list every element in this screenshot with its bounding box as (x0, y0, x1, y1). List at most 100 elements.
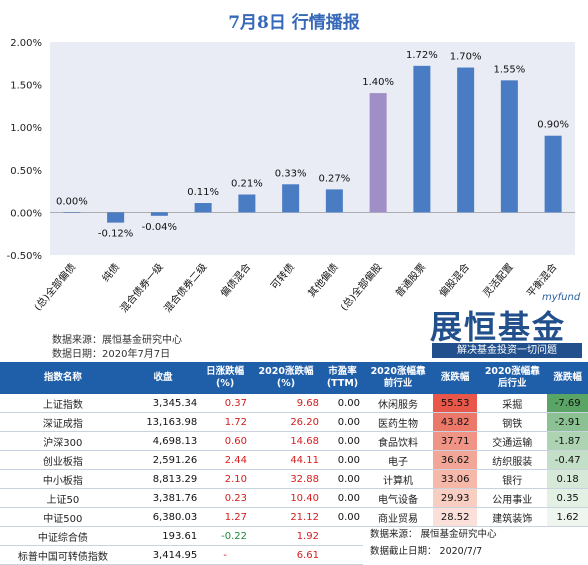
data-label: 0.00% (56, 196, 88, 207)
table-row: 深证成指 13,163.98 1.72 26.20 0.00 (0, 412, 363, 432)
bar (500, 80, 518, 213)
bar (238, 194, 256, 213)
table-cell: 建筑装饰 (477, 507, 548, 527)
table-cell: 0.35 (547, 488, 588, 508)
category-label: (总)全部偏股 (337, 261, 384, 314)
table-cell: 2.10 (200, 469, 250, 489)
brand-slogan: 解决基金投资一切问题 (432, 343, 582, 358)
table-cell: 交通运输 (477, 431, 548, 451)
category-label: 可转债 (268, 261, 297, 292)
industry-table: 2020涨幅靠 前行业 涨跌幅 2020涨幅靠 后行业 涨跌幅 休闲服务 55.53 采掘 -7… (363, 362, 588, 527)
data-label: 0.11% (187, 187, 219, 198)
table-cell: 37.71 (433, 431, 478, 451)
table-cell: 2.44 (200, 450, 250, 470)
footer-date: 数据截止日期： 2020/7/7 (370, 546, 483, 557)
table-cell: 8,813.29 (125, 469, 201, 489)
bar (544, 135, 562, 213)
table-cell: 标普中国可转债指数 (0, 545, 126, 565)
table-cell: 休闲服务 (363, 394, 434, 413)
category-label: (总)全部偏债 (31, 261, 78, 314)
table-cell: 商业贸易 (363, 507, 434, 527)
table-cell: -2.91 (547, 412, 588, 432)
date-note: 数据日期：2020年7月7日 (52, 349, 171, 360)
table-cell: 6.61 (250, 545, 322, 565)
table-header: 涨跌幅 (433, 362, 478, 394)
table-cell: 3,381.76 (125, 488, 201, 508)
y-tick-label: 2.00% (10, 38, 42, 49)
table-row: 标普中国可转债指数 3,414.95-6.61 (0, 545, 363, 565)
table-cell: 上证指数 (0, 394, 126, 413)
table-row: 中证综合债 193.61 -0.22 1.92 (0, 526, 363, 546)
table-cell: 沪深300 (0, 431, 126, 451)
table-cell: 中证500 (0, 507, 126, 527)
table-cell: 193.61 (125, 526, 201, 546)
table-cell: - (200, 545, 250, 565)
table-cell: 计算机 (363, 469, 434, 489)
table-cell: -0.22 (200, 526, 250, 546)
table-header: 2020涨幅靠 前行业 (363, 362, 434, 394)
table-header: 指数名称 (0, 362, 126, 394)
y-tick-label: 0.50% (10, 166, 42, 177)
table-cell: -1.87 (547, 431, 588, 451)
table-cell: 6,380.03 (125, 507, 201, 527)
table-cell: 1.62 (547, 507, 588, 527)
table-header: 2020涨幅靠 后行业 (477, 362, 548, 394)
table-header: 收盘 (125, 362, 201, 394)
table-row: 医药生物 43.82 钢铁 -2.91 (363, 412, 588, 432)
table-row: 电子 36.62 纺织服装 -0.47 (363, 450, 588, 470)
brand-url: myfund (542, 292, 581, 303)
footer-source: 数据来源： 展恒基金研究中心 (370, 529, 497, 540)
bar (369, 93, 387, 213)
table-cell: 纺织服装 (477, 450, 548, 470)
table-cell: 1.72 (200, 412, 250, 432)
table-row: 中证500 6,380.03 1.27 21.12 0.00 (0, 507, 363, 527)
data-label: 1.40% (362, 77, 394, 88)
data-label: -0.12% (98, 229, 133, 240)
table-cell: 银行 (477, 469, 548, 489)
table-cell: 10.40 (250, 488, 322, 508)
bar (63, 212, 81, 213)
y-tick-label: -0.50% (7, 251, 42, 262)
bar (457, 67, 475, 213)
table-cell: 0.23 (200, 488, 250, 508)
table-cell: 医药生物 (363, 412, 434, 432)
table-cell: 0.60 (200, 431, 250, 451)
data-label: 0.33% (275, 168, 307, 179)
table-cell: 中证综合债 (0, 526, 126, 546)
table-cell: 创业板指 (0, 450, 126, 470)
table-cell: 钢铁 (477, 412, 548, 432)
table-cell (321, 545, 363, 565)
table-cell: 55.53 (433, 394, 478, 413)
table-row: 电气设备 29.93 公用事业 0.35 (363, 488, 588, 508)
category-label: 灵活配置 (481, 261, 516, 299)
source-note: 数据来源：展恒基金研究中心 (52, 335, 182, 346)
table-cell: 36.62 (433, 450, 478, 470)
table-cell: 3,345.34 (125, 394, 201, 413)
table-cell: 44.11 (250, 450, 322, 470)
table-cell: 29.93 (433, 488, 478, 508)
data-label: -0.04% (142, 222, 177, 233)
table-cell: 公用事业 (477, 488, 548, 508)
table-header: 市盈率 (TTM) (321, 362, 363, 394)
table-cell: 0.00 (321, 469, 363, 489)
bar (325, 189, 343, 213)
table-cell: 4,698.13 (125, 431, 201, 451)
table-cell: 33.06 (433, 469, 478, 489)
table-cell: 1.92 (250, 526, 322, 546)
table-cell: 0.00 (321, 431, 363, 451)
table-cell: 深证成指 (0, 412, 126, 432)
index-table: 指数名称 收盘 日涨跌幅 (%) 2020涨跌幅 (%) 市盈率 (TTM) 上证指数 3,34… (0, 362, 363, 565)
category-label: 混合债券一级 (117, 261, 166, 315)
table-cell: 43.82 (433, 412, 478, 432)
category-label: 偏债混合 (218, 261, 254, 300)
plot-area (50, 42, 575, 255)
y-tick-label: 1.00% (10, 123, 42, 134)
table-row: 休闲服务 55.53 采掘 -7.69 (363, 394, 588, 413)
data-label: 0.21% (231, 179, 263, 190)
bar (194, 203, 212, 213)
category-label: 混合债券二级 (161, 261, 210, 315)
table-cell: 0.00 (321, 450, 363, 470)
category-label: 偏股混合 (436, 261, 472, 300)
table-cell: 0.18 (547, 469, 588, 489)
bar (150, 212, 168, 216)
